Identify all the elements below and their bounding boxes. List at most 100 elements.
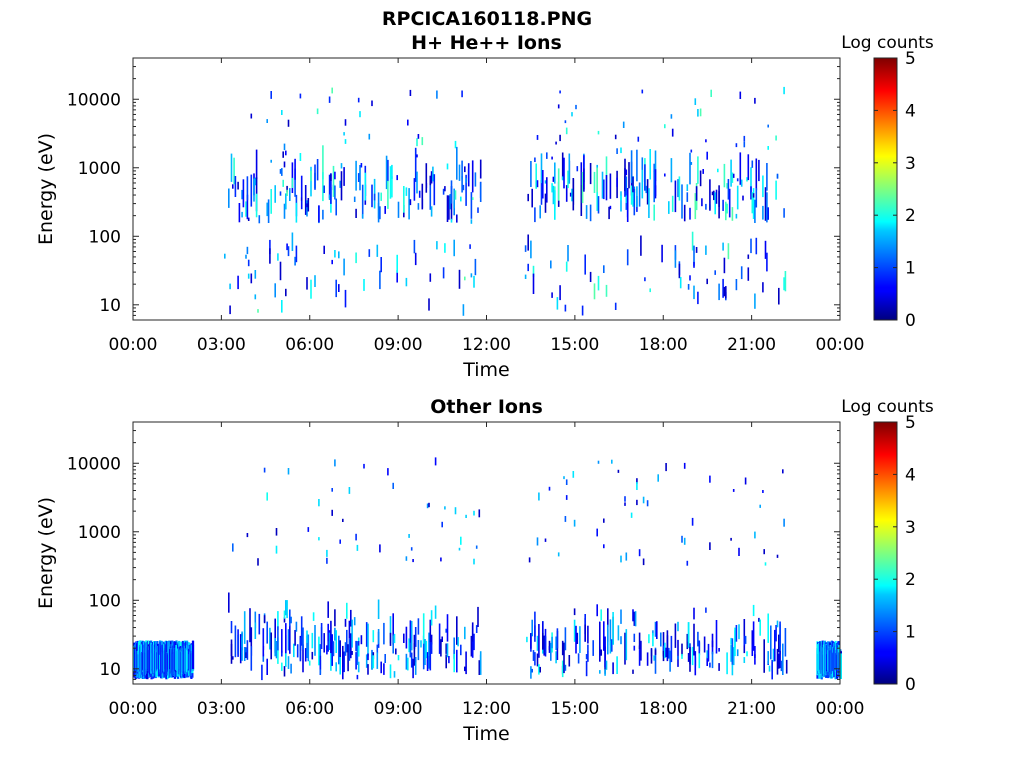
spectrogram-cell [776, 648, 779, 675]
spectrogram-cell [752, 621, 755, 651]
spectrogram-cell [763, 639, 765, 673]
spectrogram-cell [637, 136, 640, 142]
spectrogram-cell [232, 543, 234, 552]
spectrogram-cell [695, 186, 698, 201]
spectrogram-cell [705, 607, 707, 613]
spectrogram-cell [664, 642, 666, 659]
spectrogram-cell [426, 503, 429, 509]
spectrogram-cell [339, 640, 341, 661]
spectrogram-cell [262, 628, 265, 651]
spectrogram-cell [413, 239, 416, 254]
spectrogram-cell [625, 169, 628, 176]
spectrogram-cell [331, 87, 333, 94]
spectrogram-cell [573, 519, 576, 527]
spectrogram-cell [408, 638, 410, 653]
spectrogram-cell [703, 636, 706, 653]
spectrogram-cell [409, 642, 412, 658]
spectrogram-cell [726, 203, 728, 214]
spectrogram-cell [554, 190, 556, 220]
spectrogram-cell [775, 625, 777, 642]
spectrogram-cell [664, 124, 666, 129]
spectrogram-cell [559, 285, 561, 301]
spectrogram-cell [731, 655, 734, 676]
spectrogram-cell [661, 244, 663, 263]
spectrogram-cell [690, 149, 693, 153]
spectrogram-cell [608, 206, 610, 220]
spectrogram-cell [654, 169, 657, 196]
spectrogram-cell [641, 89, 644, 94]
spectrogram-cell [357, 97, 360, 103]
spectrogram-cell [326, 549, 328, 557]
spectrogram-cell [665, 647, 667, 658]
spectrogram-cell [328, 174, 331, 199]
spectrogram-cell [550, 642, 552, 661]
spectrogram-cell [746, 651, 748, 657]
spectrogram-cell [526, 636, 528, 643]
spectrogram-cell [261, 664, 263, 681]
spectrogram-cell [653, 171, 655, 203]
spectrogram-cell [624, 158, 626, 192]
spectrogram-cell [343, 132, 345, 136]
spectrogram-cell [464, 626, 466, 640]
spectrogram-cell [646, 652, 649, 666]
spectrogram-cell [417, 640, 420, 661]
spectrogram-cell [625, 176, 628, 210]
spectrogram-cell [751, 192, 754, 214]
spectrogram-cell [241, 211, 243, 218]
spectrogram-cell [356, 544, 359, 551]
spectrogram-cell [300, 197, 303, 201]
spectrogram-cell [286, 189, 288, 196]
spectrogram-cells [133, 457, 842, 681]
spectrogram-cell [726, 652, 728, 675]
spectrogram-cell [723, 257, 726, 274]
spectrogram-cell [436, 90, 438, 99]
spectrogram-cell [563, 157, 565, 189]
spectrogram-cell [764, 240, 767, 259]
spectrogram-cell [784, 628, 787, 657]
spectrogram-cell [649, 288, 651, 293]
spectrogram-cell [414, 252, 417, 266]
spectrogram-cell [357, 173, 360, 182]
spectrogram-cell [355, 208, 357, 218]
spectrogram-cell [322, 209, 324, 220]
spectrogram-cell [449, 194, 451, 210]
spectrogram-cell [316, 108, 319, 115]
spectrogram-cell [706, 278, 708, 285]
spectrogram-cell [585, 654, 588, 660]
spectrogram-cell [779, 650, 781, 669]
spectrogram-cell [379, 544, 381, 553]
spectrogram-cell [538, 624, 540, 658]
spectrogram-cell [561, 152, 564, 180]
spectrogram-cell [471, 160, 474, 193]
spectrogram-cell [361, 184, 364, 219]
spectrogram-cell [565, 185, 568, 202]
spectrogram-cell [604, 636, 606, 668]
spectrogram-cell [699, 108, 702, 117]
spectrogram-cell [441, 636, 443, 642]
spectrogram-cell [581, 171, 584, 204]
spectrogram-cell [524, 245, 527, 252]
spectrogram-cell [681, 653, 683, 659]
spectrogram-cell [230, 621, 233, 634]
spectrogram-cell [229, 305, 231, 315]
spectrogram-cell [731, 207, 734, 221]
spectrogram-cell [576, 166, 579, 172]
spectrogram-cell [230, 639, 233, 656]
spectrogram-cell [693, 623, 695, 656]
spectrogram-cell [250, 646, 253, 671]
spectrogram-cell [230, 153, 233, 182]
spectrogram-cell [474, 258, 477, 276]
spectrogram-cell [555, 141, 557, 145]
spectrogram-cell [332, 165, 335, 197]
y-tick-label: 100 [89, 227, 121, 247]
spectrogram-cell [534, 652, 536, 666]
spectrogram-cell [746, 177, 748, 182]
spectrogram-cell [693, 261, 695, 268]
spectrogram-cell [564, 516, 567, 522]
spectrogram-cell [630, 512, 633, 518]
spectrogram-cell [565, 261, 568, 272]
spectrogram-cell [242, 179, 245, 208]
spectrogram-cell [597, 460, 600, 464]
spectrogram-cell [327, 623, 329, 642]
spectrogram-cell [555, 651, 557, 664]
